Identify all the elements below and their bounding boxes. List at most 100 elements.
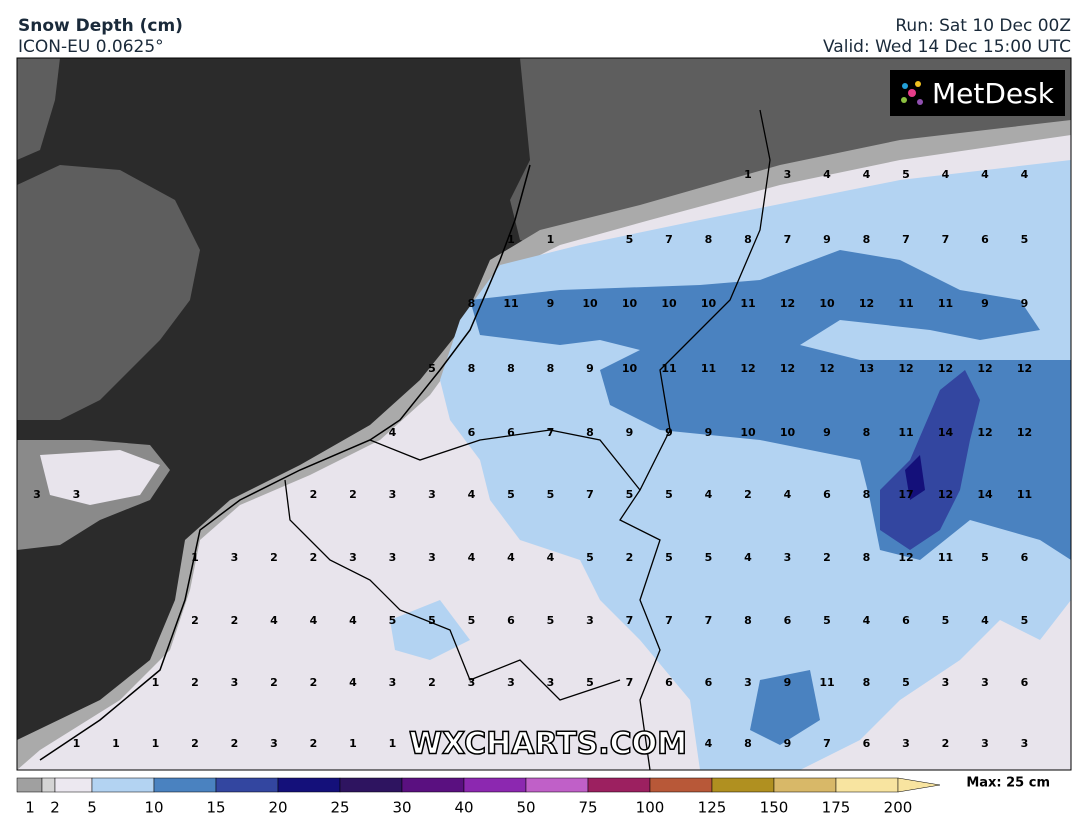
grid-value: 7 — [626, 614, 634, 627]
grid-value: 4 — [981, 614, 989, 627]
grid-value: 14 — [938, 426, 954, 439]
grid-value: 12 — [898, 362, 913, 375]
grid-value: 2 — [310, 551, 318, 564]
grid-value: 11 — [701, 362, 716, 375]
grid-value: 6 — [1021, 551, 1029, 564]
model: ICON-EU 0.0625° — [18, 37, 164, 57]
legend-swatch — [649, 777, 713, 793]
grid-value: 12 — [1017, 426, 1032, 439]
grid-value: 14 — [977, 488, 993, 501]
grid-value: 10 — [622, 297, 638, 310]
grid-value: 3 — [942, 676, 950, 689]
grid-value: 2 — [744, 488, 752, 501]
grid-value: 10 — [582, 297, 598, 310]
grid-value: 3 — [389, 551, 397, 564]
logo-icon — [901, 81, 923, 105]
run-time: Run: Sat 10 Dec 00Z — [895, 16, 1071, 36]
legend-label: 50 — [516, 799, 535, 817]
grid-value: 7 — [823, 737, 831, 750]
grid-value: 7 — [665, 614, 673, 627]
grid-value: 12 — [977, 426, 992, 439]
legend-label: 100 — [636, 799, 665, 817]
grid-value: 5 — [428, 362, 436, 375]
grid-value: 8 — [863, 488, 871, 501]
grid-value: 9 — [665, 426, 673, 439]
grid-value: 1 — [389, 737, 397, 750]
grid-value: 4 — [389, 426, 397, 439]
grid-value: 5 — [547, 614, 555, 627]
grid-value: 2 — [349, 488, 357, 501]
grid-value: 11 — [898, 426, 913, 439]
coastline — [39, 164, 531, 761]
grid-value: 5 — [665, 488, 673, 501]
grid-value: 3 — [428, 551, 436, 564]
grid-value: 12 — [977, 362, 992, 375]
grid-value: 1 — [547, 233, 555, 246]
grid-value: 5 — [468, 614, 476, 627]
grid-value: 10 — [780, 426, 796, 439]
grid-value: 9 — [586, 362, 594, 375]
grid-value: 7 — [705, 614, 713, 627]
grid-value: 1 — [152, 676, 160, 689]
grid-value: 11 — [898, 297, 913, 310]
map-area: 1 3 4 4 5 4 4 41 1 5 7 8 8 7 9 8 7 7 6 58 11 9 10 10 10 10 11 12 10 1… — [17, 58, 1071, 770]
grid-value: 4 — [981, 168, 989, 181]
grid-value: 7 — [626, 676, 634, 689]
grid-value: 1 — [152, 737, 160, 750]
grid-value: 12 — [740, 362, 755, 375]
grid-value: 8 — [863, 676, 871, 689]
grid-value: 6 — [468, 426, 476, 439]
grid-value: 2 — [231, 614, 239, 627]
grid-value: 8 — [744, 233, 752, 246]
grid-value: 4 — [1021, 168, 1029, 181]
legend-label: 5 — [87, 799, 97, 817]
grid-value: 8 — [744, 614, 752, 627]
legend-swatch — [835, 777, 899, 793]
grid-value: 11 — [819, 676, 834, 689]
grid-value: 3 — [1021, 737, 1029, 750]
legend-swatch — [277, 777, 341, 793]
grid-value: 1 — [349, 737, 357, 750]
grid-value: 3 — [349, 551, 357, 564]
grid-value: 11 — [503, 297, 518, 310]
grid-value: 8 — [863, 426, 871, 439]
grid-value: 8 — [744, 737, 752, 750]
snow-heavy — [880, 370, 980, 550]
grid-value: 3 — [468, 676, 476, 689]
grid-value: 7 — [784, 233, 792, 246]
grid-value: 8 — [468, 297, 476, 310]
grid-value: 12 — [1017, 362, 1032, 375]
grid-value: 11 — [1017, 488, 1032, 501]
legend-label: 15 — [206, 799, 225, 817]
grid-value: 8 — [468, 362, 476, 375]
grid-value: 6 — [902, 614, 910, 627]
legend-swatch — [587, 777, 651, 793]
grid-value: 1 — [191, 551, 199, 564]
legend-swatch — [153, 777, 217, 793]
grid-value: 3 — [389, 676, 397, 689]
grid-value: 3 — [981, 676, 989, 689]
grid-value: 5 — [428, 614, 436, 627]
grid-value: 3 — [73, 488, 81, 501]
grid-value: 3 — [270, 737, 278, 750]
grid-value: 2 — [270, 551, 278, 564]
grid-value: 2 — [191, 676, 199, 689]
grid-value: 5 — [1021, 614, 1029, 627]
snow-medium — [750, 670, 820, 745]
legend-label: 20 — [268, 799, 287, 817]
grid-value: 5 — [705, 551, 713, 564]
grid-value: 4 — [823, 168, 831, 181]
grid-value: 3 — [981, 737, 989, 750]
grid-value: 5 — [626, 488, 634, 501]
grid-value: 12 — [898, 551, 913, 564]
legend-label: 75 — [578, 799, 597, 817]
grid-value: 12 — [938, 488, 953, 501]
grid-value: 5 — [626, 233, 634, 246]
grid-value: 6 — [705, 676, 713, 689]
grid-value: 12 — [780, 297, 795, 310]
grid-value: 5 — [942, 614, 950, 627]
grid-value: 6 — [507, 426, 515, 439]
grid-value: 12 — [780, 362, 795, 375]
grid-value: 3 — [231, 676, 239, 689]
